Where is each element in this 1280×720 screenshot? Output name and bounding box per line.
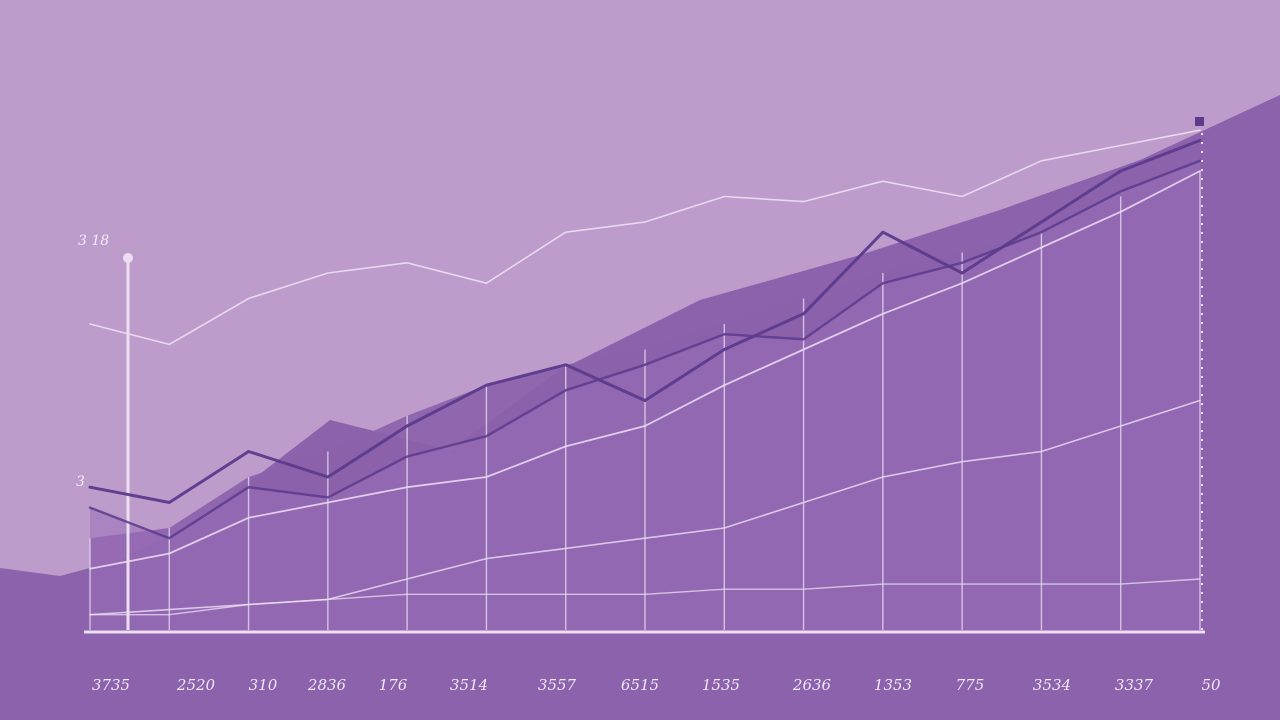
series-line-3 [88,159,1202,540]
x-tick-label-10: 1353 [874,676,912,694]
x-tick-label-8: 1535 [702,676,740,694]
x-tick-label-9: 2636 [792,676,832,694]
x-tick-label-14: 50 [1201,676,1221,694]
y-tick-label-1: 3 [76,474,85,490]
series-line-5 [89,170,1201,570]
y-axis-marker [123,253,133,263]
x-tick-label-4: 176 [379,676,408,694]
x-tick-label-12: 3534 [1033,676,1071,694]
x-tick-label-11: 775 [956,676,985,694]
series-line-2 [88,138,1202,504]
y-tick-label-0: 3 18 [78,233,109,249]
x-tick-label-7: 6515 [621,676,659,694]
series-end-marker [1195,117,1204,126]
x-tick-label-6: 3557 [538,676,577,694]
x-tick-label-13: 3337 [1115,676,1154,694]
series-line-4 [89,129,1201,346]
x-tick-label-1: 2520 [176,676,216,694]
x-tick-label-5: 3514 [450,676,488,694]
series-line-7 [89,578,1201,616]
x-tick-label-3: 2836 [307,676,347,694]
x-tick-label-0: 3735 [92,676,130,694]
x-tick-label-2: 310 [249,676,278,694]
